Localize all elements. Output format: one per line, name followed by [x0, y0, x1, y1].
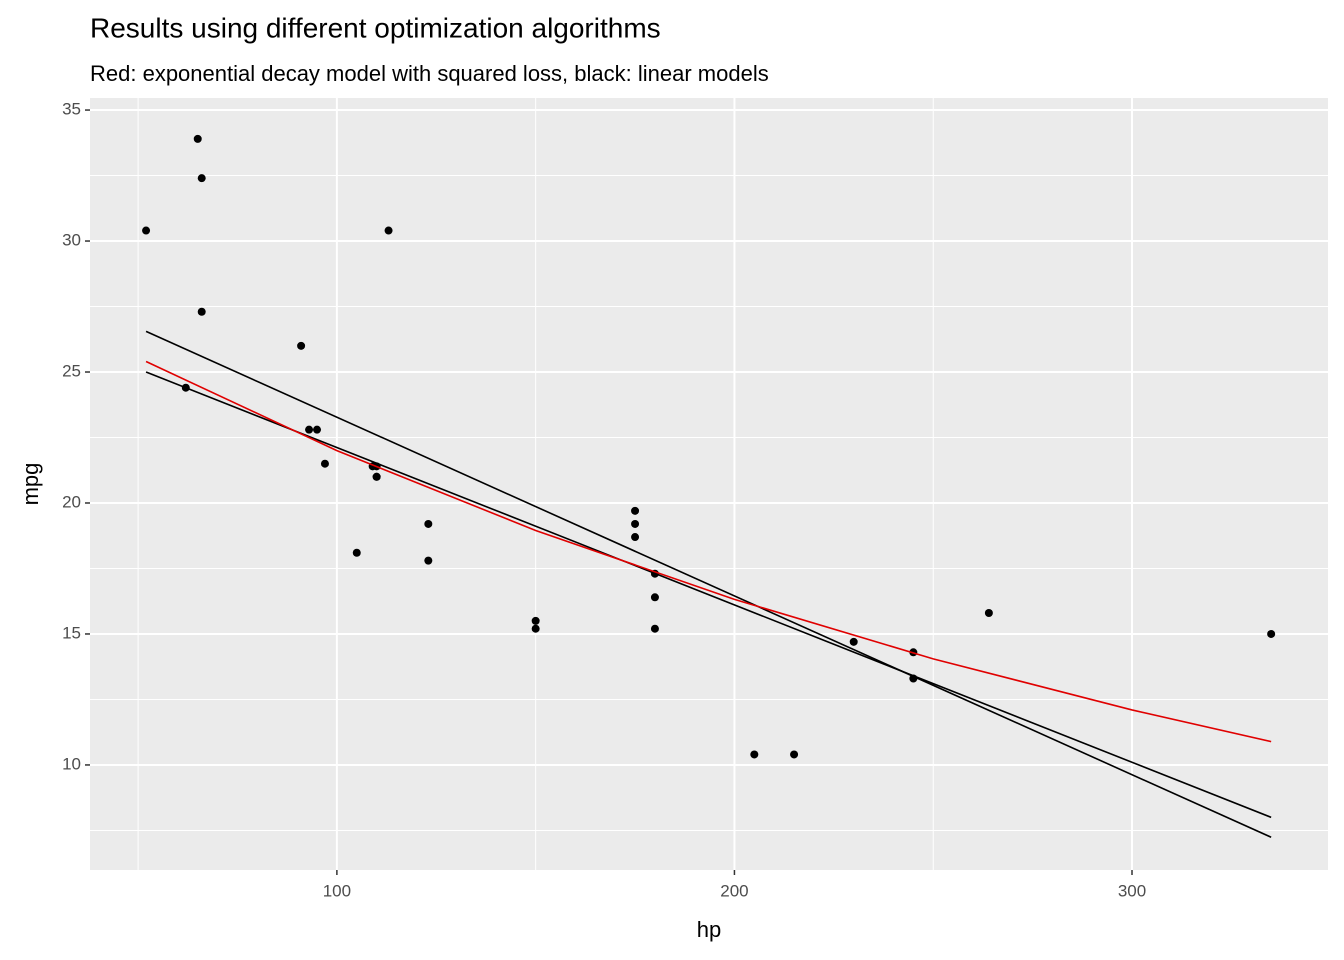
- chart-subtitle: Red: exponential decay model with square…: [90, 61, 769, 86]
- point: [631, 519, 640, 528]
- point: [142, 226, 151, 235]
- point: [750, 750, 759, 759]
- point: [984, 609, 993, 618]
- plot-panel: [90, 98, 1328, 870]
- point: [531, 616, 540, 625]
- point: [650, 593, 659, 602]
- fit-line: [145, 360, 1272, 743]
- x-axis-title: hp: [697, 917, 721, 942]
- x-tick-label: 300: [1118, 881, 1146, 900]
- chart-title: Results using different optimization alg…: [90, 12, 661, 43]
- y-tick-label: 20: [62, 492, 81, 511]
- y-tick-label: 35: [62, 100, 81, 119]
- y-tick-label: 30: [62, 231, 81, 250]
- point: [424, 556, 433, 565]
- fit-line: [145, 330, 1272, 838]
- fit-line: [145, 371, 1272, 819]
- point: [650, 624, 659, 633]
- point: [193, 134, 202, 143]
- point: [790, 750, 799, 759]
- x-tick-label: 100: [323, 881, 351, 900]
- point: [352, 548, 361, 557]
- point: [531, 624, 540, 633]
- y-tick-label: 10: [62, 754, 81, 773]
- point: [197, 174, 206, 183]
- y-tick-label: 25: [62, 361, 81, 380]
- point: [849, 637, 858, 646]
- point: [320, 459, 329, 468]
- point: [424, 519, 433, 528]
- point: [305, 425, 314, 434]
- point: [631, 506, 640, 515]
- point: [631, 533, 640, 542]
- y-tick-label: 15: [62, 623, 81, 642]
- point: [313, 425, 322, 434]
- point: [372, 472, 381, 481]
- x-tick-label: 200: [720, 881, 748, 900]
- point: [1267, 629, 1276, 638]
- point: [197, 307, 206, 316]
- point: [297, 341, 306, 350]
- point: [384, 226, 393, 235]
- y-axis-title: mpg: [18, 463, 43, 506]
